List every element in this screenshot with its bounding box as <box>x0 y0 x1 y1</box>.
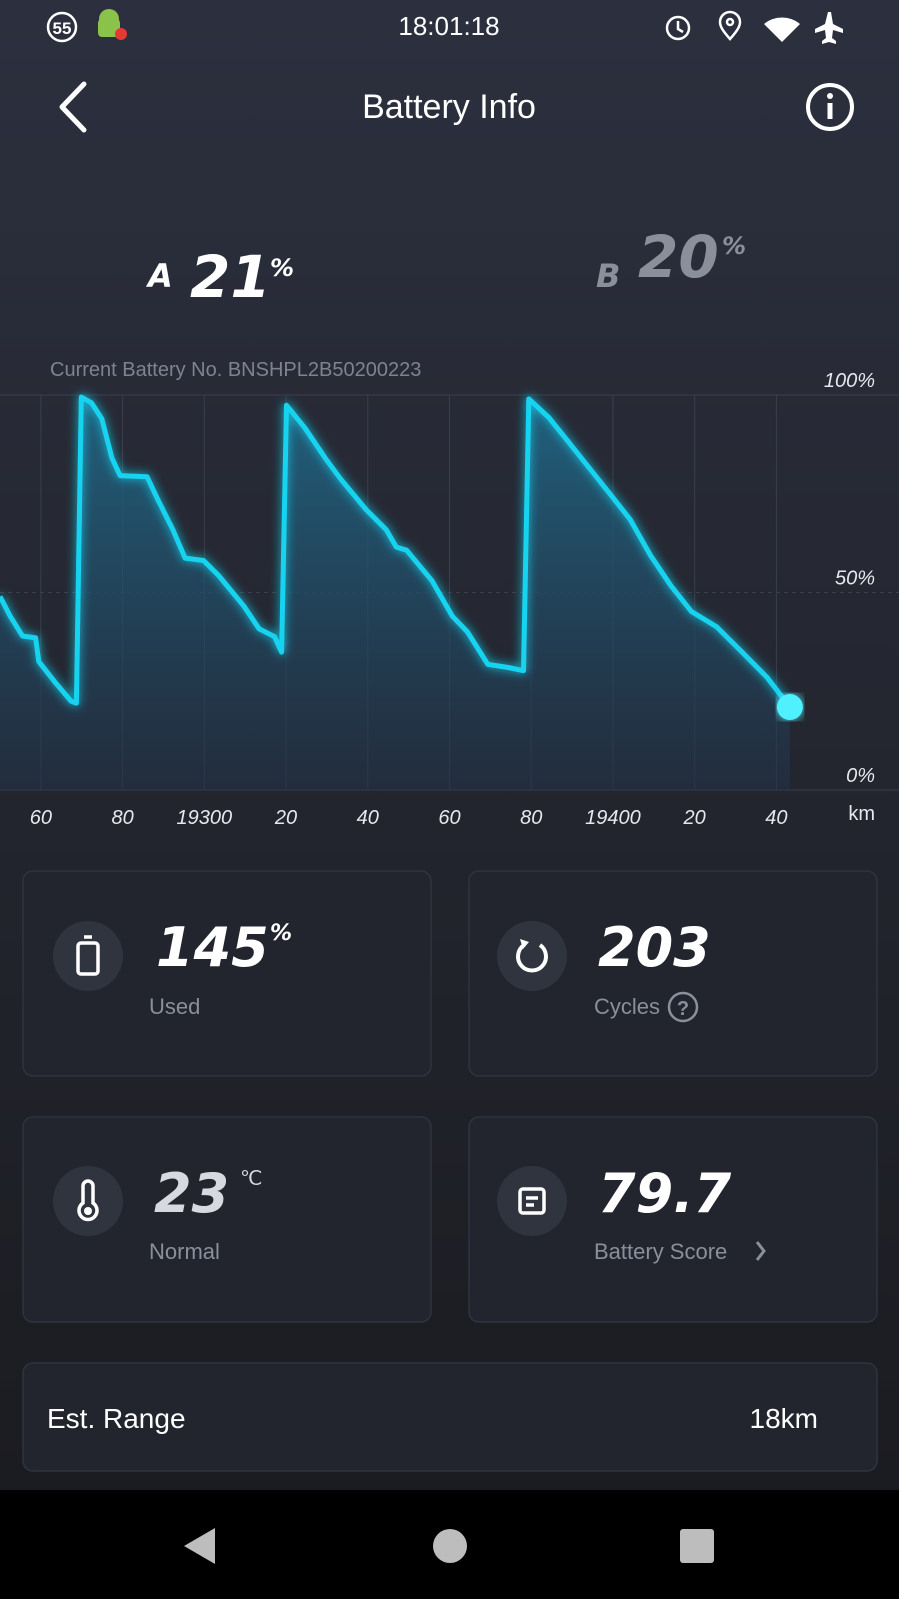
x-tick-label: 20 <box>274 807 297 829</box>
temperature-label: Normal <box>149 1239 220 1264</box>
wifi-icon <box>764 17 800 42</box>
y-tick-label: 50% <box>835 568 875 590</box>
airplane-icon <box>815 12 843 44</box>
icon-bg <box>53 921 123 991</box>
battery-chart: 0% 50% 100% 60 80 19300 20 40 60 80 19400 20 40 km <box>0 370 899 829</box>
battery-b-value[interactable]: 20 <box>638 223 719 291</box>
used-unit: % <box>270 921 292 946</box>
x-tick-label: 60 <box>30 807 52 829</box>
help-button[interactable]: ? <box>667 991 699 1023</box>
info-button[interactable] <box>806 83 854 131</box>
score-icon <box>518 1187 546 1215</box>
score-value: 79.7 <box>598 1162 732 1225</box>
nav-back[interactable] <box>184 1528 215 1564</box>
battery-b-unit[interactable]: % <box>722 232 746 260</box>
battery-a-label: A <box>145 257 173 295</box>
nav-home[interactable] <box>433 1529 467 1563</box>
card <box>468 870 878 1077</box>
thermometer-bulb <box>84 1207 92 1215</box>
notification-count: 55 <box>53 19 72 38</box>
end-point <box>776 694 803 721</box>
cycles-label: Cycles <box>594 994 660 1019</box>
x-tick-label: 19400 <box>585 807 641 829</box>
android-icon <box>98 9 127 40</box>
battery-icon <box>76 935 100 976</box>
area <box>0 397 790 790</box>
nav-recents[interactable] <box>680 1529 714 1563</box>
badge <box>46 11 78 43</box>
svg-text:?: ? <box>677 998 689 1020</box>
battery-a-value: 21 <box>190 243 271 311</box>
x-tick-label: 20 <box>683 807 706 829</box>
icon-bg <box>53 1166 123 1236</box>
chevron <box>755 1241 766 1261</box>
cycles-value: 203 <box>598 916 711 979</box>
used-label: Used <box>149 994 200 1019</box>
temperature-value: 23 <box>154 1162 229 1225</box>
cycle-icon <box>516 943 548 973</box>
used-value: 145 <box>156 916 269 979</box>
range-label: Est. Range <box>47 1403 186 1434</box>
battery-a-unit: % <box>270 254 294 282</box>
x-tick-label: 60 <box>438 807 460 829</box>
x-tick-label: 19300 <box>177 807 233 829</box>
back-button[interactable] <box>59 81 87 133</box>
y-tick-label: 100% <box>824 370 875 392</box>
cycle-arrow <box>520 939 529 949</box>
x-axis-label: km <box>848 803 875 825</box>
icon-bg <box>497 1166 567 1236</box>
battery-b-label[interactable]: B <box>596 257 620 295</box>
score-label: Battery Score <box>594 1239 727 1264</box>
x-tick-label: 40 <box>765 807 787 829</box>
x-tick-label: 80 <box>111 807 133 829</box>
card[interactable] <box>468 1116 878 1323</box>
status-icons <box>665 10 742 41</box>
thermometer-icon <box>77 1179 99 1222</box>
temperature-unit: ℃ <box>240 1168 262 1190</box>
battery-number: Current Battery No. BNSHPL2B50200223 <box>50 359 421 381</box>
icon-bg <box>497 921 567 991</box>
page-title: Battery Info <box>362 88 536 126</box>
card <box>22 870 432 1077</box>
clock: 18:01:18 <box>398 11 499 41</box>
range-card <box>22 1362 878 1472</box>
line <box>0 394 792 709</box>
card <box>22 1116 432 1323</box>
range-value: 18km <box>750 1403 818 1434</box>
x-tick-label: 80 <box>520 807 542 829</box>
y-tick-label: 0% <box>846 765 875 787</box>
x-tick-label: 40 <box>357 807 379 829</box>
